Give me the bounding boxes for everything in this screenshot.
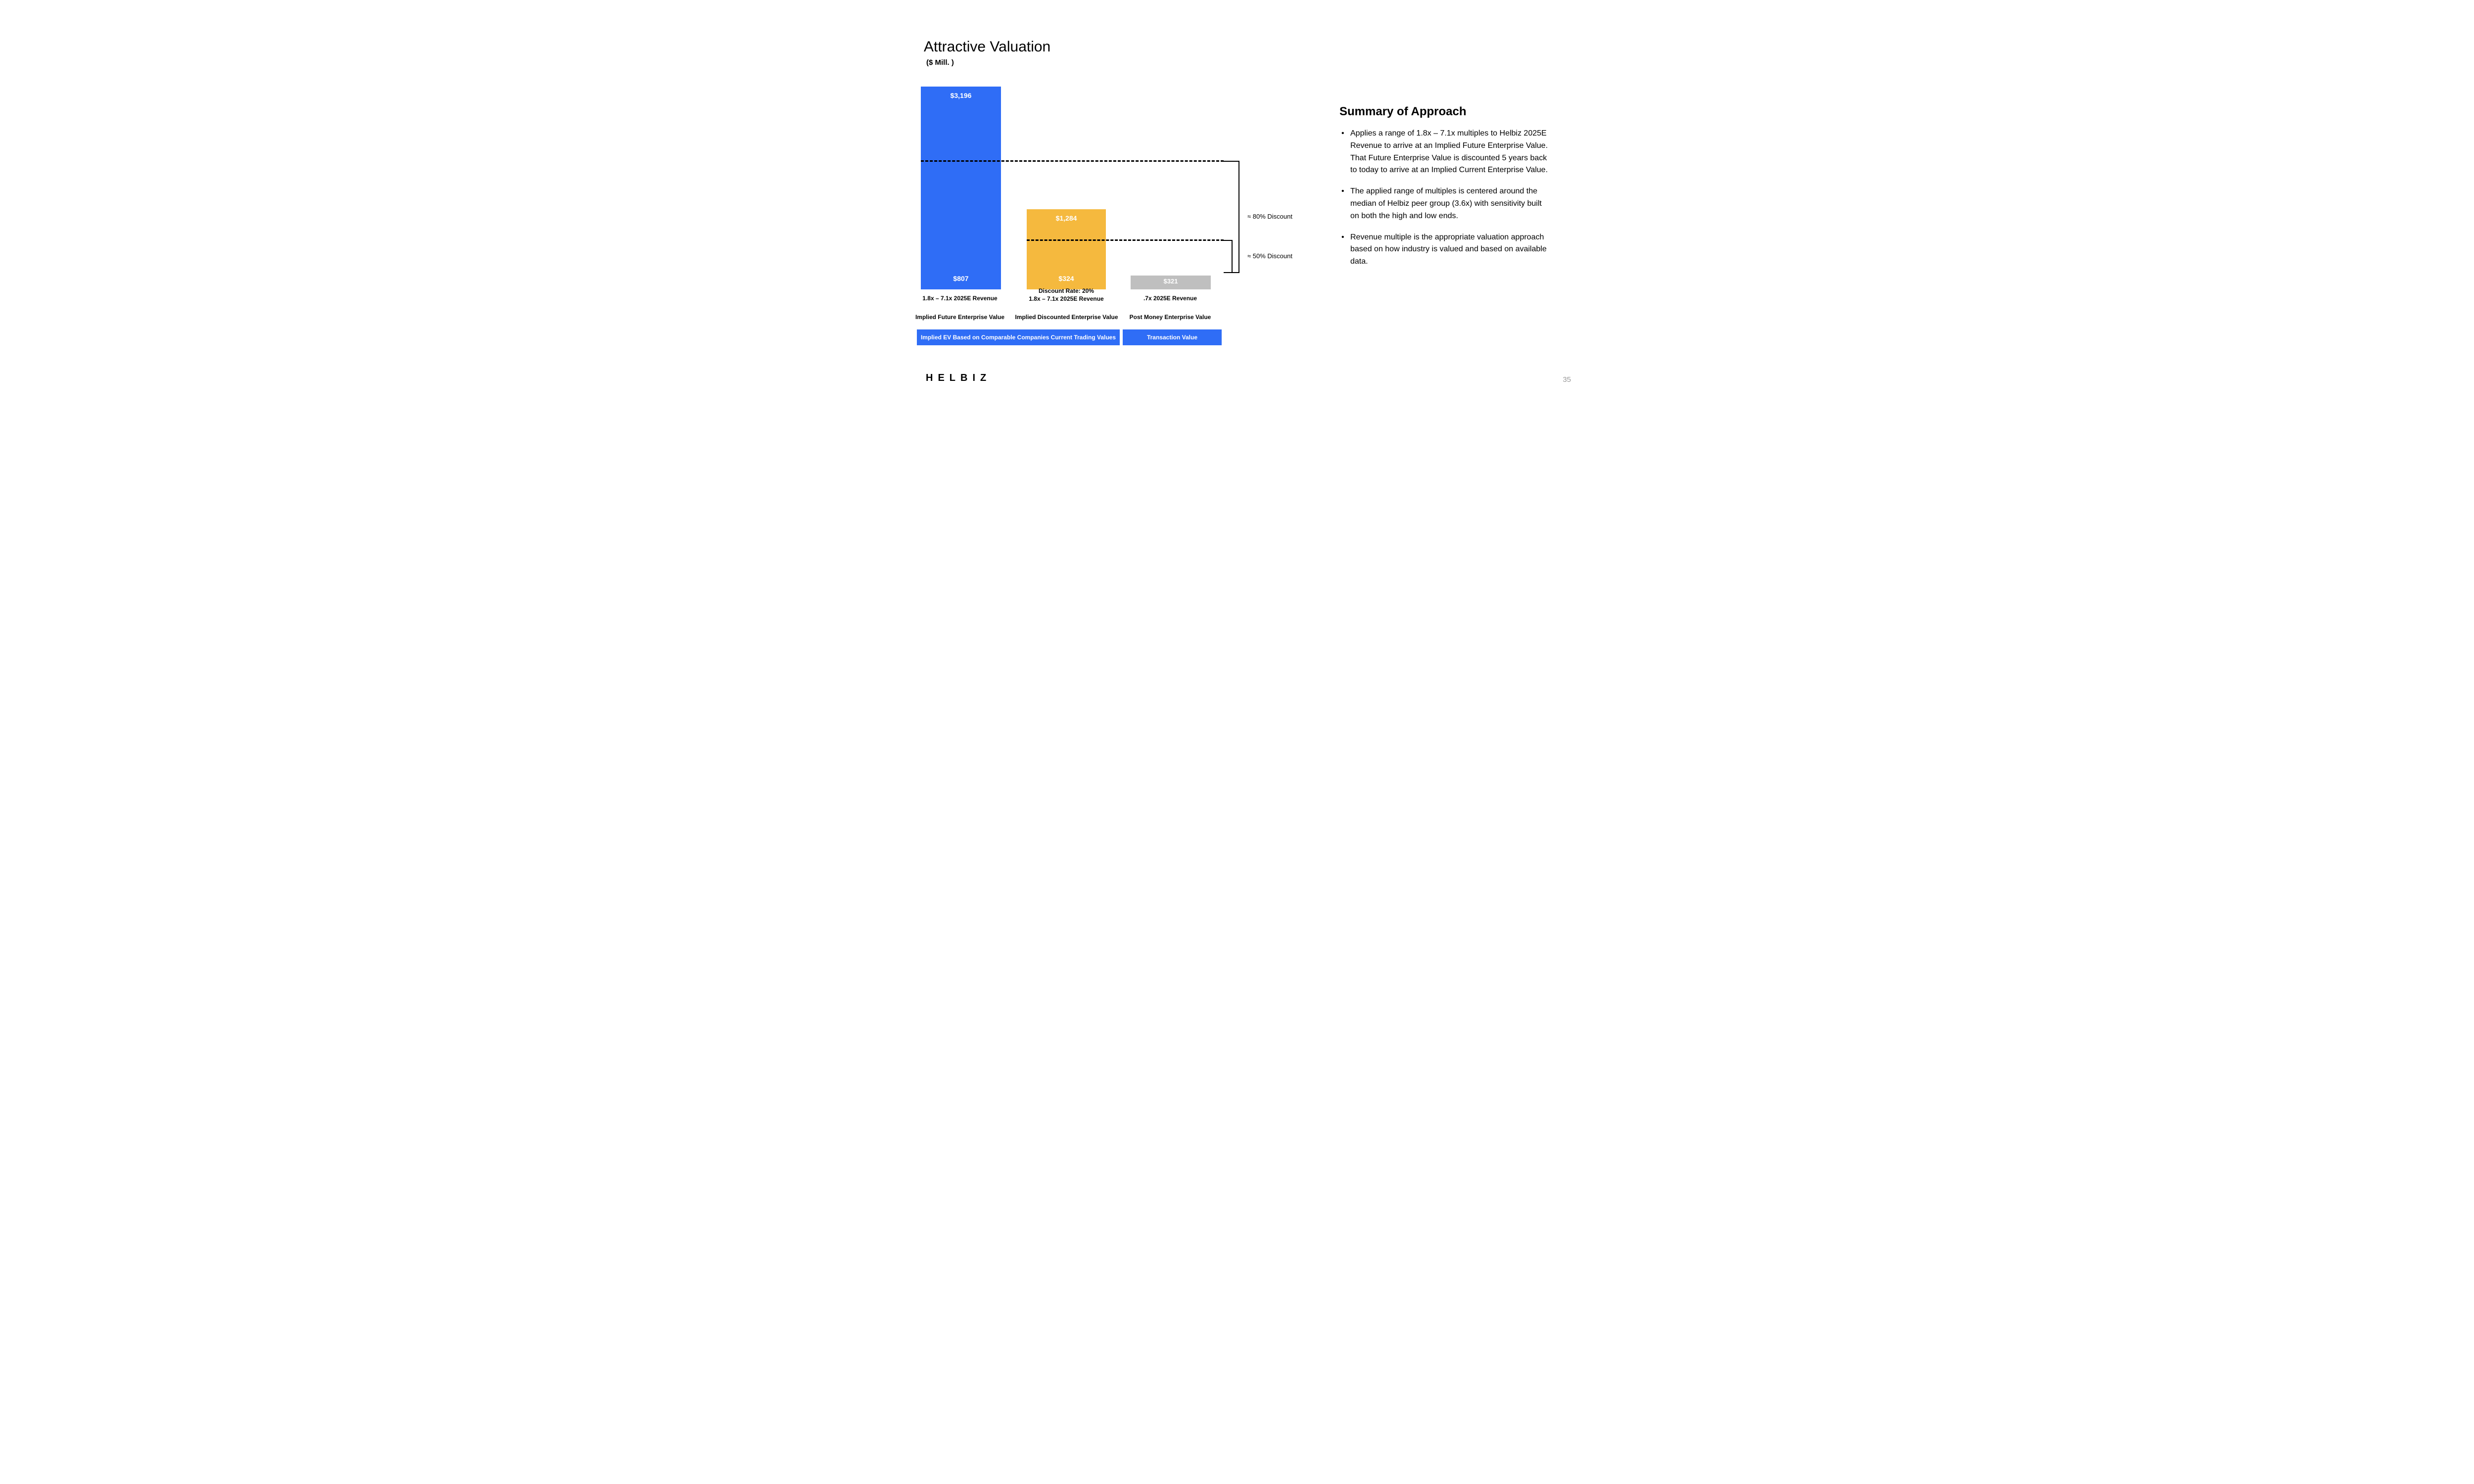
bar-post-money: $321	[1131, 276, 1211, 289]
bar-future-ev: $3,196 $807	[921, 87, 1001, 289]
bar-value-top: $321	[1164, 278, 1178, 285]
bar-value-bottom: $807	[953, 275, 968, 282]
summary-bullet: Applies a range of 1.8x – 7.1x multiples…	[1339, 128, 1552, 177]
bar-discounted-ev: $1,284 $324	[1027, 209, 1106, 289]
bar-sublabel-postmoney: .7x 2025E Revenue	[1118, 294, 1222, 302]
summary-title: Summary of Approach	[1339, 105, 1467, 119]
bracket-80-v	[1238, 161, 1239, 273]
page-subtitle: ($ Mill. )	[926, 58, 954, 67]
sublabel-line: .7x 2025E Revenue	[1118, 294, 1222, 302]
bar-value-bottom: $324	[1058, 275, 1074, 282]
slide: Attractive Valuation ($ Mill. ) $3,196 $…	[878, 0, 1596, 404]
discount-50-label: ≈ 50% Discount	[1247, 252, 1292, 260]
category-postmoney: Post Money Enterprise Value	[1118, 314, 1222, 321]
bracket-50-bot	[1224, 272, 1233, 273]
category-discounted: Implied Discounted Enterprise Value	[1013, 314, 1120, 321]
bar-sublabel-future: 1.8x – 7.1x 2025E Revenue	[908, 294, 1012, 302]
bar-value-top: $3,196	[951, 92, 972, 99]
bar-sublabel-discounted: Discount Rate: 20% 1.8x – 7.1x 2025E Rev…	[1014, 287, 1118, 303]
sublabel-line: 1.8x – 7.1x 2025E Revenue	[908, 294, 1012, 302]
summary-bullet: Revenue multiple is the appropriate valu…	[1339, 232, 1552, 268]
brand-logo: HELBIZ	[926, 372, 991, 384]
dashed-line-mid	[1027, 239, 1224, 241]
bar-value-top: $1,284	[1056, 214, 1077, 222]
page-title: Attractive Valuation	[924, 39, 1050, 55]
bracket-80-top	[1224, 161, 1239, 162]
sublabel-line: Discount Rate: 20%	[1014, 287, 1118, 295]
dashed-line-top	[921, 160, 1224, 162]
summary-bullet: The applied range of multiples is center…	[1339, 186, 1552, 222]
discount-80-label: ≈ 80% Discount	[1247, 213, 1292, 220]
sublabel-line: 1.8x – 7.1x 2025E Revenue	[1014, 295, 1118, 303]
bracket-50-v	[1232, 240, 1233, 273]
category-future: Implied Future Enterprise Value	[908, 314, 1012, 321]
valuation-chart: $3,196 $807 $1,284 $324 $321 ≈ 80% Disco…	[918, 84, 1294, 289]
footer-strip-transaction: Transaction Value	[1123, 329, 1222, 345]
footer-strip-comparable: Implied EV Based on Comparable Companies…	[917, 329, 1120, 345]
page-number: 35	[1563, 375, 1571, 384]
summary-bullets: Applies a range of 1.8x – 7.1x multiples…	[1339, 128, 1552, 277]
